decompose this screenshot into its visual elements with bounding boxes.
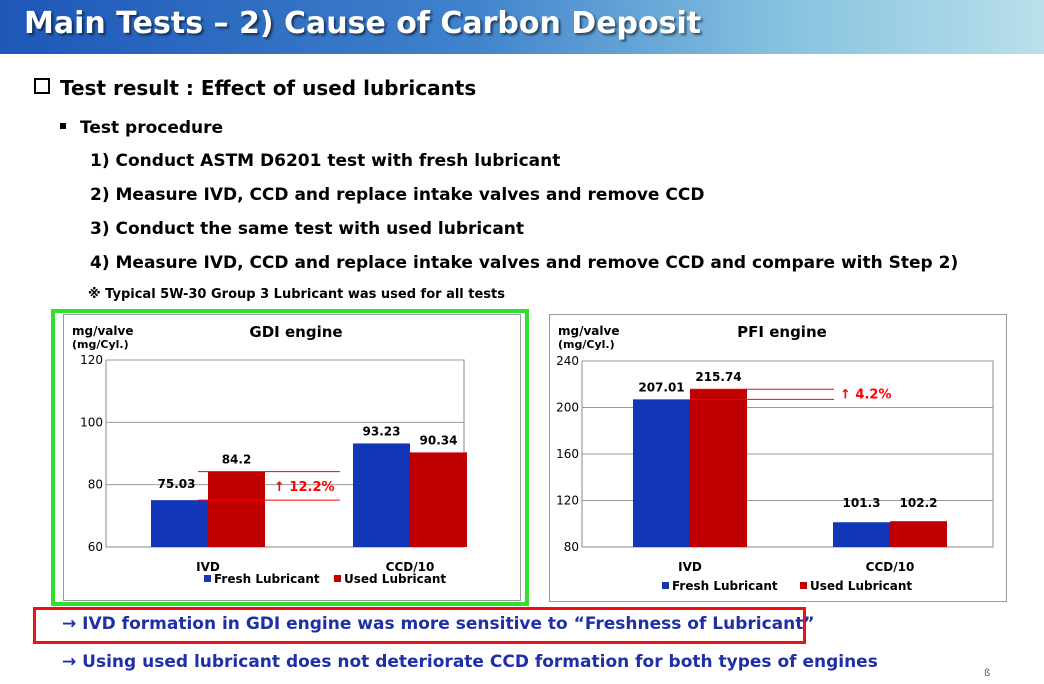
y-tick-label: 80 [88, 478, 103, 492]
y-axis-label: mg/valve [558, 324, 619, 338]
legend-swatch [204, 575, 211, 582]
y-tick-label: 200 [556, 401, 579, 415]
title-bar: Main Tests – 2) Cause of Carbon Deposit [0, 0, 1044, 54]
section-heading-text: Test result : Effect of used lubricants [60, 76, 477, 100]
conclusion-highlight-frame [33, 607, 806, 644]
legend-swatch [334, 575, 341, 582]
chart-title: GDI engine [249, 323, 342, 341]
step-3: 3) Conduct the same test with used lubri… [90, 219, 525, 239]
pfi-chart: 80 120 160 200 240 mg/valve(mg/Cyl.) PFI engin… [556, 323, 994, 593]
data-label: 101.3 [843, 496, 881, 510]
y-tick-label: 240 [556, 354, 579, 368]
sub-heading-text: Test procedure [80, 118, 224, 138]
bar-used [410, 452, 467, 547]
step-2: 2) Measure IVD, CCD and replace intake v… [90, 185, 705, 205]
legend-label: Fresh Lubricant [214, 572, 320, 586]
step-1: 1) Conduct ASTM D6201 test with fresh lu… [90, 151, 561, 171]
y-tick-label: 60 [88, 540, 103, 554]
note: ※ Typical 5W-30 Group 3 Lubricant was us… [88, 287, 505, 302]
legend-swatch [662, 582, 669, 589]
x-tick-label: IVD [678, 560, 702, 574]
annotation-text: ↑ 12.2% [274, 480, 335, 495]
legend-label: Used Lubricant [810, 579, 912, 593]
sub-heading: Test procedure [60, 118, 223, 138]
data-label: 84.2 [222, 453, 252, 467]
conclusion-1: → IVD formation in GDI engine was more s… [62, 614, 815, 634]
y-axis-label-sub: (mg/Cyl.) [72, 338, 129, 351]
pfi-chart-panel: 80 120 160 200 240 mg/valve (mg/Cyl.) PFI engin… [549, 314, 1007, 602]
bar-fresh [151, 500, 208, 547]
data-label: 215.74 [695, 370, 741, 384]
bar-used [890, 521, 947, 547]
chart-title: PFI engine [737, 323, 827, 341]
x-tick-label: CCD/10 [386, 560, 435, 574]
y-tick-label: 160 [556, 447, 579, 461]
data-label: 75.03 [158, 477, 196, 491]
step-4: 4) Measure IVD, CCD and replace intake v… [90, 253, 959, 273]
bar-fresh [833, 522, 890, 547]
square-bullet-icon [60, 123, 66, 129]
y-axis-label: mg/valve [72, 324, 133, 338]
data-label: 207.01 [638, 380, 684, 394]
section-heading: Test result : Effect of used lubricants [34, 76, 476, 100]
y-tick-label: 120 [556, 494, 579, 508]
legend-label: Used Lubricant [344, 572, 446, 586]
y-tick-label: 80 [564, 540, 579, 554]
bar-used [208, 471, 265, 547]
x-tick-label: CCD/10 [866, 560, 915, 574]
y-tick-label: 120 [80, 353, 103, 367]
x-tick-label: IVD [196, 560, 220, 574]
data-label: 90.34 [420, 433, 458, 447]
gdi-chart-panel: 60 80 100 120 mg/valve (mg/Cyl.) GDI engine 75.… [63, 314, 521, 601]
logo-icon: ß [984, 668, 991, 679]
slide-title: Main Tests – 2) Cause of Carbon Deposit [24, 6, 702, 41]
checkbox-bullet-icon [34, 78, 50, 94]
conclusion-2: → Using used lubricant does not deterior… [62, 652, 878, 672]
data-label: 93.23 [363, 424, 401, 438]
legend-label: Fresh Lubricant [672, 579, 778, 593]
bar-fresh [633, 399, 690, 547]
y-axis-label-sub: (mg/Cyl.) [558, 338, 615, 351]
y-tick-label: 100 [80, 415, 103, 429]
gdi-highlight-frame [51, 309, 529, 606]
annotation-text: ↑ 4.2% [840, 387, 891, 402]
bar-used [690, 389, 747, 547]
bar-fresh [353, 443, 410, 547]
data-label: 102.2 [900, 496, 938, 510]
legend-swatch [800, 582, 807, 589]
gdi-chart: 60 80 100 120 mg/valve(mg/Cyl.) GDI engine 75.… [72, 323, 467, 586]
